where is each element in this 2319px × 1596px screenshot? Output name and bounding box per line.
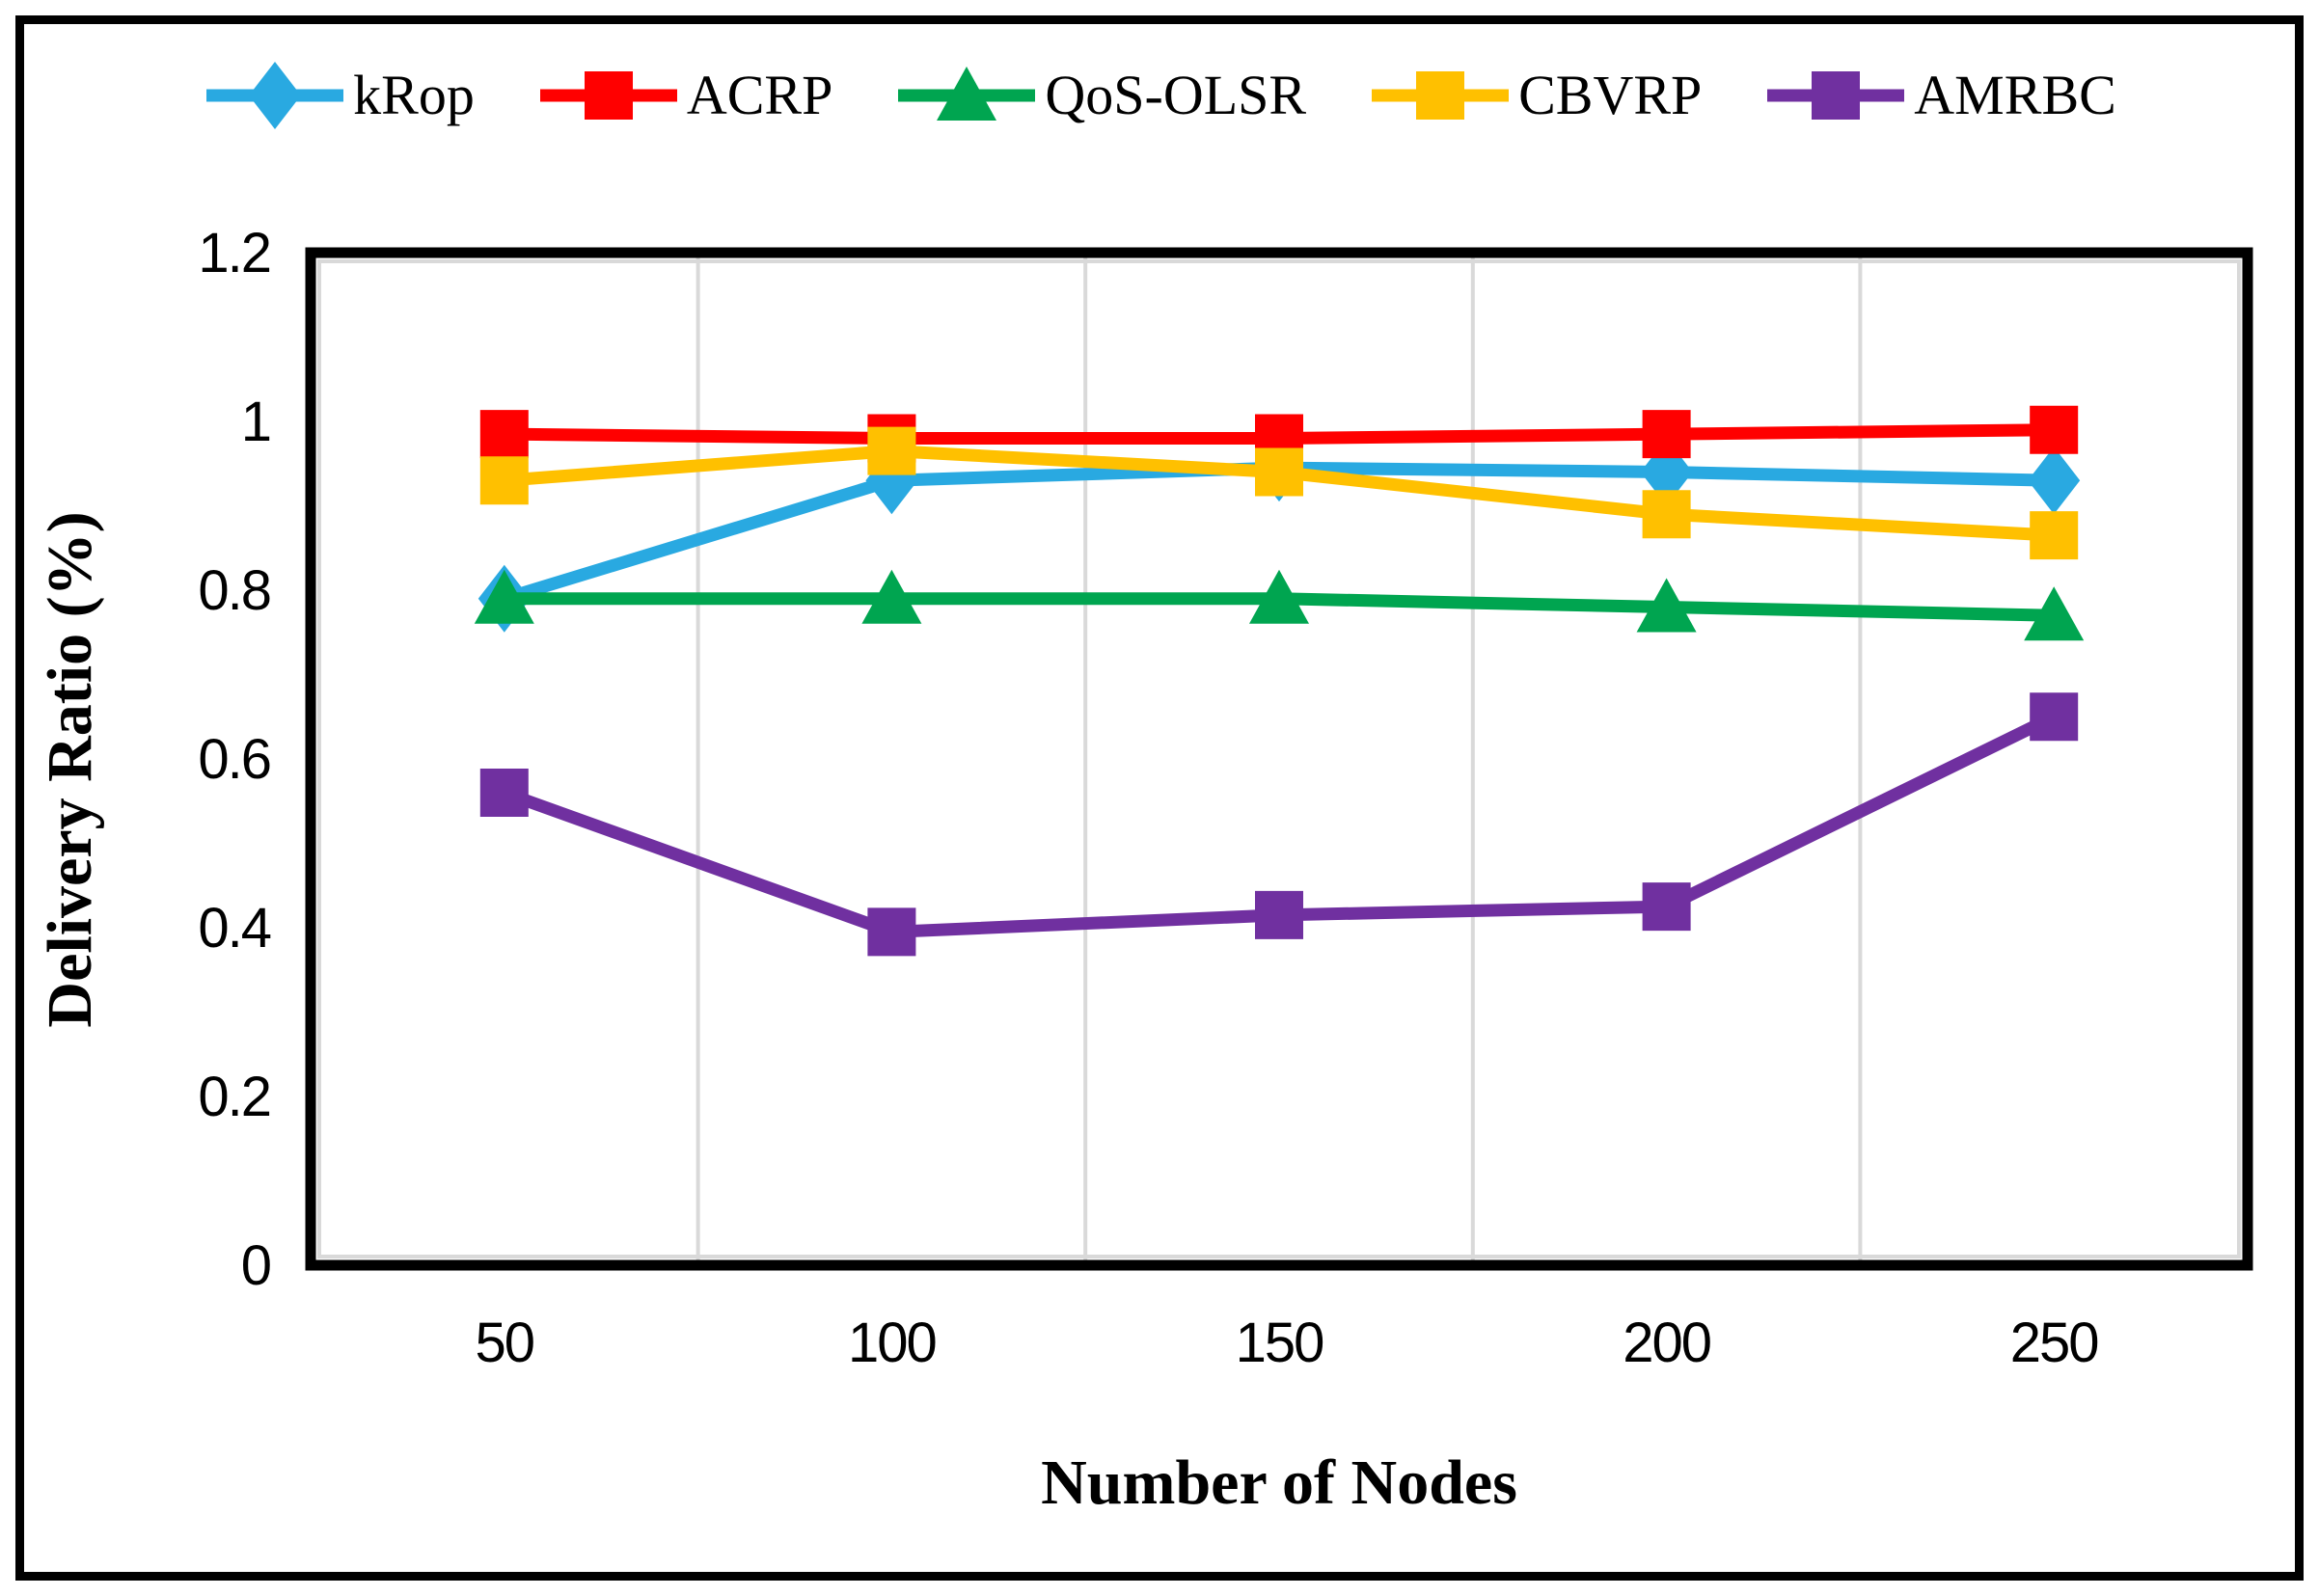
legend-label: CBVRP: [1518, 64, 1703, 126]
legend-marker: [249, 62, 302, 129]
y-tick-label: 0.8: [198, 559, 270, 622]
x-axis-title: Number of Nodes: [1041, 1447, 1517, 1518]
plot-frame: [305, 247, 2253, 1271]
data-point-QoS-OLSR: [1636, 578, 1697, 633]
data-point-CBVRP: [2030, 511, 2079, 560]
data-point-ACRP: [2030, 405, 2079, 454]
data-point-AMRBC: [867, 907, 916, 957]
data-point-CBVRP: [479, 456, 529, 505]
y-tick-label: 0: [241, 1234, 270, 1297]
plot-frame-inner: [317, 259, 2241, 1258]
legend-label: ACRP: [686, 64, 833, 126]
y-tick-label: 0.2: [198, 1066, 270, 1128]
data-point-ACRP: [479, 410, 529, 459]
chart-legend: kRop ACRP QoS-OLSR CBVRP AMRBC: [0, 60, 2319, 131]
square-marker-icon: [539, 71, 677, 120]
legend-label: QoS-OLSR: [1045, 64, 1307, 126]
legend-label: kRop: [353, 64, 475, 126]
y-axis-title: Delivery Ratio (%): [35, 511, 105, 1028]
x-tick-label: 250: [2010, 1312, 2098, 1374]
legend-marker: [584, 71, 633, 120]
legend-marker: [1416, 71, 1465, 120]
y-tick-label: 0.6: [198, 728, 270, 791]
y-tick-label: 0.4: [198, 897, 270, 960]
square-marker-icon: [1372, 71, 1510, 120]
data-point-CBVRP: [867, 426, 916, 475]
legend-item-ACRP: ACRP: [536, 60, 833, 131]
data-point-QoS-OLSR: [1249, 569, 1309, 624]
data-point-kRop: [2028, 446, 2081, 515]
data-point-QoS-OLSR: [474, 569, 534, 624]
x-tick-label: 200: [1623, 1312, 1710, 1374]
data-point-AMRBC: [1255, 890, 1303, 939]
data-point-QoS-OLSR: [861, 569, 922, 624]
legend-marker: [1812, 71, 1861, 120]
legend-item-CBVRP: CBVRP: [1368, 60, 1702, 131]
figure-border: [15, 15, 2304, 1581]
legend-marker: [937, 67, 997, 121]
y-tick-label: 1: [241, 391, 270, 453]
diamond-marker-icon: [206, 62, 344, 129]
legend-item-kRop: kRop: [203, 60, 475, 131]
legend-label: AMRBC: [1914, 64, 2116, 126]
y-tick-label: 1.2: [198, 222, 270, 284]
data-point-AMRBC: [2030, 692, 2079, 742]
data-point-CBVRP: [1255, 447, 1303, 497]
data-point-AMRBC: [1642, 882, 1691, 932]
data-point-AMRBC: [479, 769, 529, 817]
square-marker-icon: [1767, 71, 1905, 120]
triangle-marker-icon: [898, 67, 1036, 121]
data-point-ACRP: [1642, 410, 1691, 459]
data-point-CBVRP: [1642, 490, 1691, 539]
x-tick-label: 50: [476, 1312, 534, 1374]
legend-item-AMRBC: AMRBC: [1763, 60, 2116, 131]
x-tick-label: 100: [848, 1312, 936, 1374]
x-tick-label: 150: [1236, 1312, 1323, 1374]
data-point-QoS-OLSR: [2024, 586, 2085, 641]
legend-item-QoS-OLSR: QoS-OLSR: [894, 60, 1306, 131]
